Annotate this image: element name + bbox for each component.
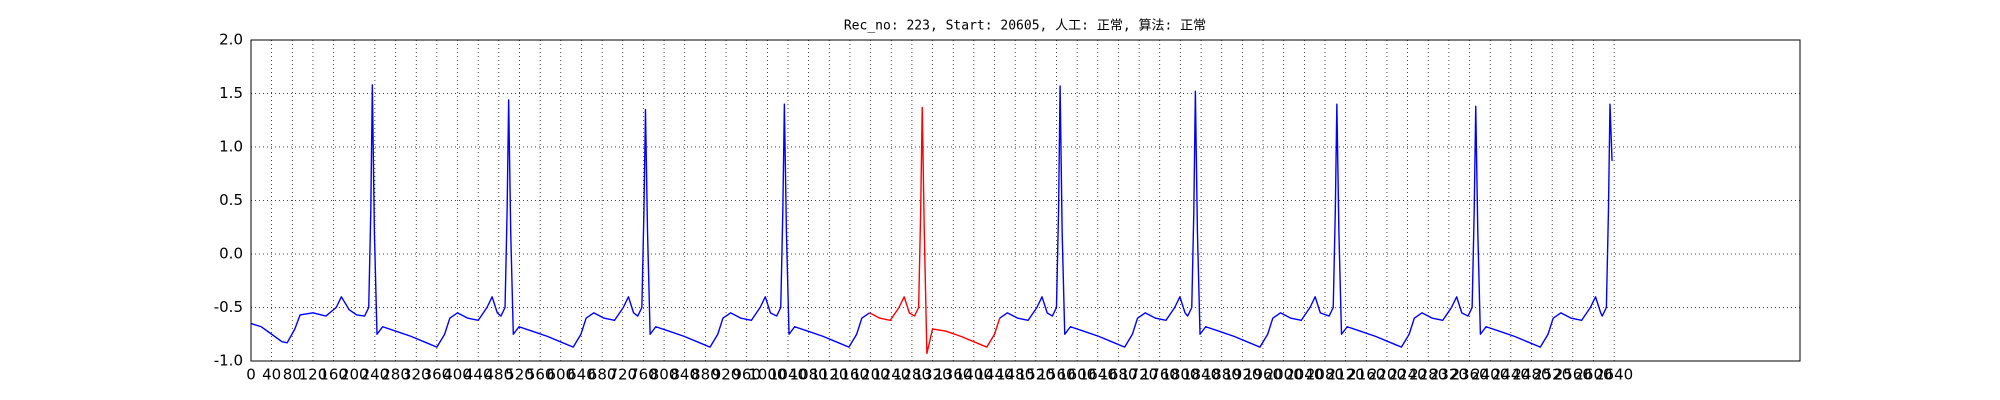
x-tick-label: 120: [299, 366, 328, 384]
x-tick-label: 2520: [1533, 366, 1571, 384]
x-tick-label: 240: [361, 366, 390, 384]
x-tick-label: 1080: [790, 366, 828, 384]
x-tick-label: 480: [485, 366, 514, 384]
x-tick-label: 2200: [1368, 366, 1406, 384]
x-tick-label: 2040: [1285, 366, 1323, 384]
x-tick-label: 2440: [1492, 366, 1530, 384]
x-tick-label: 1760: [1141, 366, 1179, 384]
x-tick-label: 1960: [1244, 366, 1282, 384]
x-tick-label: 2640: [1595, 366, 1633, 384]
x-tick-label: 2480: [1512, 366, 1550, 384]
x-tick-label: 2400: [1471, 366, 1509, 384]
x-tick-label: 2000: [1265, 366, 1303, 384]
x-tick-label: 1400: [955, 366, 993, 384]
x-tick-label: 760: [629, 366, 658, 384]
x-tick-label: 1520: [1017, 366, 1055, 384]
x-tick-label: 320: [402, 366, 431, 384]
plot-frame: [250, 39, 1801, 362]
x-tick-label: 440: [464, 366, 493, 384]
y-tick-label: 1.0: [219, 138, 243, 156]
x-tick-label: 200: [340, 366, 369, 384]
x-tick-label: 280: [381, 366, 410, 384]
x-tick-label: 800: [650, 366, 679, 384]
x-tick-label: 1840: [1182, 366, 1220, 384]
x-tick-label: 2360: [1450, 366, 1488, 384]
x-tick-label: 1000: [748, 366, 786, 384]
x-tick-label: 2560: [1554, 366, 1592, 384]
x-tick-label: 40: [262, 366, 281, 384]
x-tick-label: 160: [319, 366, 348, 384]
y-tick-label: 2.0: [219, 31, 243, 49]
chart-title: Rec_no: 223, Start: 20605, 人工: 正常, 算法: 正…: [844, 19, 1206, 34]
x-tick-label: 1880: [1203, 366, 1241, 384]
x-tick-label: 2240: [1388, 366, 1426, 384]
x-tick-label: 1120: [810, 366, 848, 384]
x-tick-label: 880: [691, 366, 720, 384]
x-tick-label: 1920: [1223, 366, 1261, 384]
x-tick-label: 2120: [1327, 366, 1365, 384]
x-tick-label: 680: [588, 366, 617, 384]
signal-line: [869, 106, 1001, 355]
x-tick-label: 920: [712, 366, 741, 384]
x-tick-label: 1160: [831, 366, 869, 384]
x-tick-label: 1280: [893, 366, 931, 384]
y-tick-label: 0.5: [219, 191, 243, 209]
x-tick-label: 720: [608, 366, 637, 384]
y-tick-label: -0.5: [214, 298, 243, 316]
x-tick-label: 2600: [1574, 366, 1612, 384]
x-tick-label: 1800: [1161, 366, 1199, 384]
x-tick-label: 0: [246, 366, 256, 384]
x-tick-label: 1360: [934, 366, 972, 384]
x-tick-label: 1040: [769, 366, 807, 384]
x-tick-label: 2320: [1430, 366, 1468, 384]
x-tick-label: 360: [423, 366, 452, 384]
x-tick-label: 2160: [1347, 366, 1385, 384]
x-tick-label: 1440: [975, 366, 1013, 384]
x-tick-label: 400: [443, 366, 472, 384]
x-tick-label: 1240: [872, 366, 910, 384]
x-tick-label: 1560: [1037, 366, 1075, 384]
x-tick-label: 1720: [1120, 366, 1158, 384]
x-tick-label: 520: [505, 366, 534, 384]
x-tick-label: 1200: [852, 366, 890, 384]
x-tick-label: 2080: [1306, 366, 1344, 384]
x-tick-label: 2280: [1409, 366, 1447, 384]
x-tick-label: 80: [283, 366, 302, 384]
y-tick-label: 1.5: [219, 84, 243, 102]
y-tick-label: -1.0: [214, 352, 243, 370]
x-tick-label: 600: [546, 366, 575, 384]
x-tick-label: 1640: [1079, 366, 1117, 384]
x-tick-label: 1680: [1099, 366, 1137, 384]
x-tick-label: 560: [526, 366, 555, 384]
signal-line: [250, 84, 1613, 348]
x-tick-label: 1320: [913, 366, 951, 384]
x-tick-label: 1480: [996, 366, 1034, 384]
y-tick-label: 0.0: [219, 245, 243, 263]
x-tick-label: 960: [732, 366, 761, 384]
x-tick-label: 840: [670, 366, 699, 384]
x-tick-label: 1600: [1058, 366, 1096, 384]
x-tick-label: 640: [567, 366, 596, 384]
